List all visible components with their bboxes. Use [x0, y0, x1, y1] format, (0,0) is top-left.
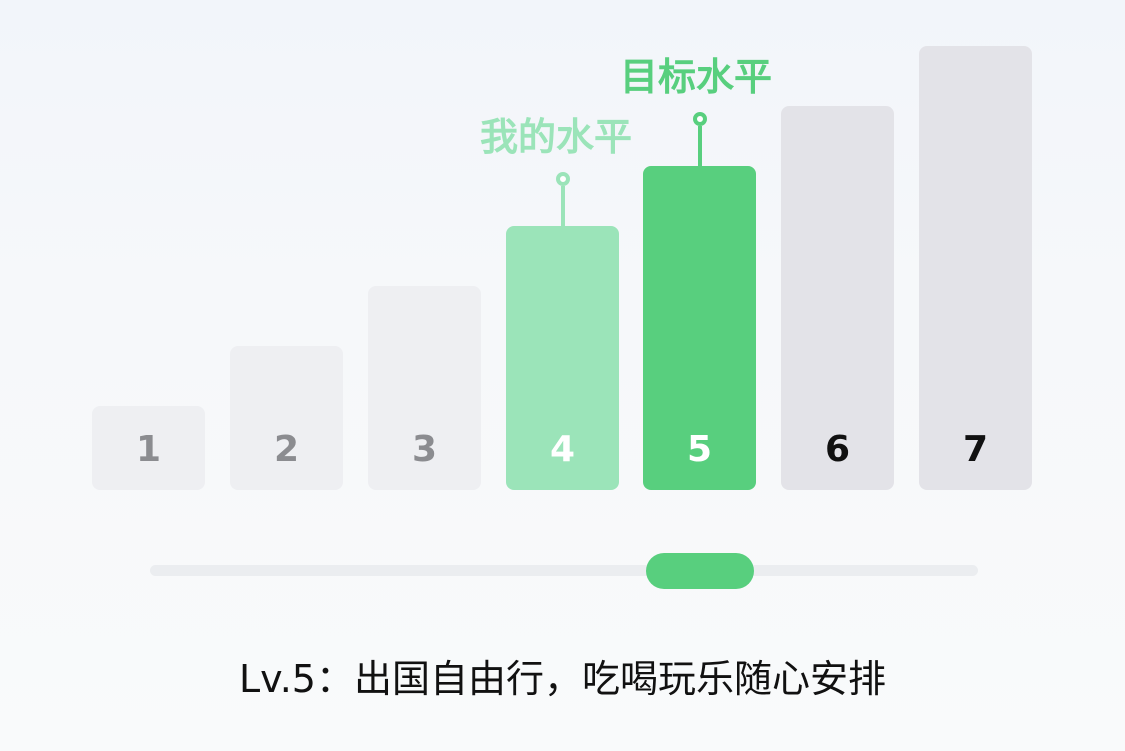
level-number: 3 [411, 429, 438, 470]
level-number: 5 [686, 429, 713, 470]
level-slider-track[interactable] [150, 565, 978, 576]
level-bar-2[interactable]: 2 [230, 346, 343, 490]
level-number: 1 [135, 429, 162, 470]
target-level-label: 目标水平 [620, 55, 773, 99]
my-level-marker-pin [556, 172, 570, 186]
level-slider-thumb[interactable] [646, 553, 754, 589]
level-bar-4[interactable]: 4 [506, 226, 619, 490]
level-bar-1[interactable]: 1 [92, 406, 205, 490]
level-bar-5[interactable]: 5 [643, 166, 756, 490]
level-number: 2 [273, 429, 300, 470]
my-level-marker-stem [561, 186, 565, 226]
level-number: 4 [549, 429, 576, 470]
my-level-label: 我的水平 [480, 115, 633, 159]
level-bar-3[interactable]: 3 [368, 286, 481, 490]
level-description: Lv.5：出国自由行，吃喝玩乐随心安排 [239, 657, 886, 701]
level-bar-7[interactable]: 7 [919, 46, 1032, 490]
target-level-marker-pin [693, 112, 707, 126]
target-level-marker-stem [698, 126, 702, 166]
level-number: 6 [824, 429, 851, 470]
level-bar-6[interactable]: 6 [781, 106, 894, 490]
level-number: 7 [962, 429, 989, 470]
